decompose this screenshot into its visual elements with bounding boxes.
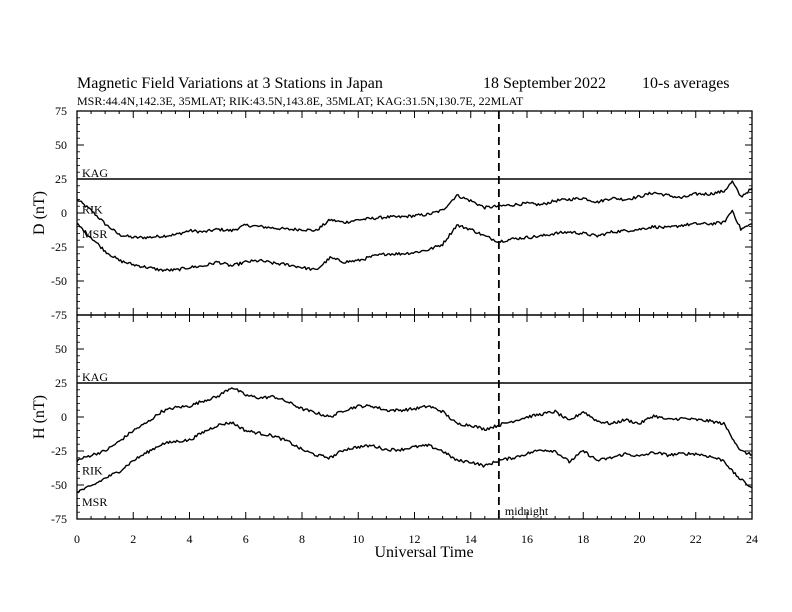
x-tick-label: 14 — [465, 532, 477, 546]
x-tick-label: 20 — [634, 532, 646, 546]
y-tick-label-d: 75 — [55, 104, 67, 118]
x-tick-label: 0 — [74, 532, 80, 546]
y-tick-label-h: -50 — [51, 478, 67, 492]
series-msr-h — [76, 421, 753, 494]
x-tick-label: 22 — [690, 532, 702, 546]
y-tick-label-d: 50 — [55, 138, 67, 152]
chart-year: 2022 — [574, 75, 606, 92]
x-tick-label: 10 — [352, 532, 364, 546]
y-tick-label-d: -75 — [51, 308, 67, 322]
y-tick-label-d: 0 — [61, 206, 67, 220]
x-tick-label: 4 — [187, 532, 193, 546]
chart-date: 18 September — [483, 75, 572, 92]
y-tick-label-h: -75 — [51, 512, 67, 526]
y-axis-title-h: H (nT) — [31, 395, 48, 439]
midnight-label: midnight — [505, 504, 549, 518]
chart-averaging: 10-s averages — [642, 75, 730, 92]
y-tick-label-d: -50 — [51, 274, 67, 288]
y-tick-label-d: 25 — [55, 172, 67, 186]
series-label-msr-h: MSR — [82, 495, 107, 509]
x-tick-label: 12 — [409, 532, 421, 546]
panel-declination: -75 -50 -25 0 25 50 75 KAG RIK MSR — [51, 104, 753, 322]
series-rik-d — [76, 180, 753, 240]
series-msr-d — [76, 209, 753, 272]
y-tick-label-h: 50 — [55, 342, 67, 356]
series-label-rik-h: RIK — [82, 464, 103, 478]
y-tick-label-h: -25 — [51, 444, 67, 458]
x-tick-label: 18 — [577, 532, 589, 546]
plot-frame-d — [76, 110, 753, 316]
y-axis-title-d: D (nT) — [31, 191, 48, 235]
chart-title: Magnetic Field Variations at 3 Stations … — [77, 75, 383, 92]
series-label-kag-h: KAG — [82, 370, 108, 384]
series-label-msr-d: MSR — [82, 227, 107, 241]
x-tick-label: 16 — [521, 532, 533, 546]
series-rik-h — [76, 387, 752, 463]
y-tick-label-h: 0 — [61, 410, 67, 424]
y-tick-label-h: 25 — [55, 376, 67, 390]
x-tick-label: 6 — [243, 532, 249, 546]
y-tick-label-d: -25 — [51, 240, 67, 254]
x-tick-label: 8 — [299, 532, 305, 546]
series-label-rik-d: RIK — [82, 202, 103, 216]
series-label-kag-d: KAG — [82, 166, 108, 180]
chart-stations-line: MSR:44.4N,142.3E, 35MLAT; RIK:43.5N,143.… — [77, 94, 524, 108]
x-tick-label: 24 — [746, 532, 758, 546]
x-axis-title: Universal Time — [374, 544, 473, 561]
x-tick-label: 2 — [130, 532, 136, 546]
